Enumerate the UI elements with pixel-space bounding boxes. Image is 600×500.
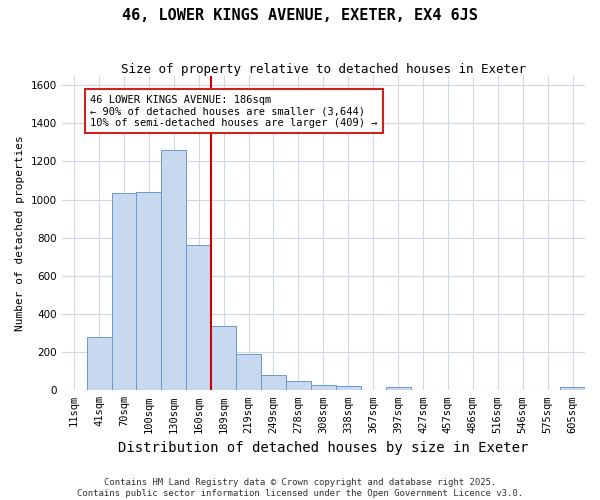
Text: 46 LOWER KINGS AVENUE: 186sqm
← 90% of detached houses are smaller (3,644)
10% o: 46 LOWER KINGS AVENUE: 186sqm ← 90% of d… [91,94,378,128]
Y-axis label: Number of detached properties: Number of detached properties [15,135,25,331]
Bar [311,384,336,390]
Bar [112,193,136,390]
Bar [386,388,410,390]
Bar [186,246,211,390]
X-axis label: Distribution of detached houses by size in Exeter: Distribution of detached houses by size … [118,441,529,455]
Text: Contains HM Land Registry data © Crown copyright and database right 2025.
Contai: Contains HM Land Registry data © Crown c… [77,478,523,498]
Bar [211,326,236,390]
Title: Size of property relative to detached houses in Exeter: Size of property relative to detached ho… [121,62,526,76]
Bar [136,192,161,390]
Bar [261,375,286,390]
Bar [86,337,112,390]
Bar [236,354,261,391]
Bar [336,386,361,390]
Text: 46, LOWER KINGS AVENUE, EXETER, EX4 6JS: 46, LOWER KINGS AVENUE, EXETER, EX4 6JS [122,8,478,22]
Bar [560,388,585,390]
Bar [286,381,311,390]
Bar [161,150,186,390]
